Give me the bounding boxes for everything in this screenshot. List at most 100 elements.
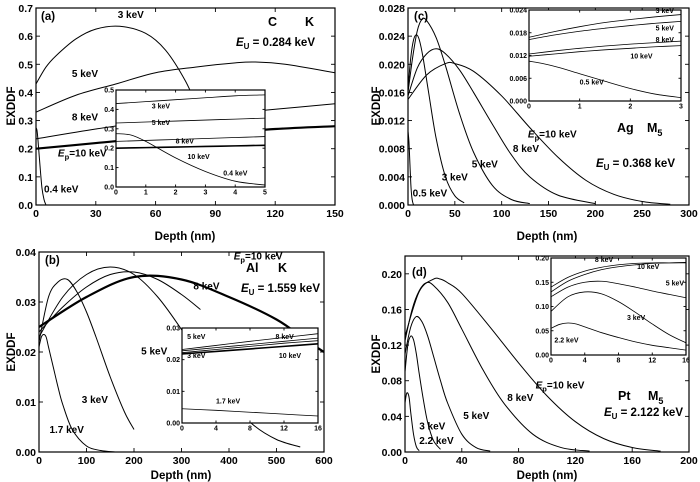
panel-a-inset-xtick-label: 3 <box>203 190 207 197</box>
panel-d-inset-series-2p2-keV <box>551 322 686 351</box>
panel-a-inset-ytick-label: 0.1 <box>104 165 114 172</box>
panel-c-xtick-label: 300 <box>680 208 698 220</box>
panel-b-inset-curve-label: 10 keV <box>279 353 302 360</box>
panel-b-ytick-label: 0.02 <box>16 347 37 359</box>
panel-d-curve-label: Ep=10 keV <box>536 381 585 394</box>
panel-c-inset-series-0p5-keV <box>529 60 681 98</box>
panel-c-xtick-label: 50 <box>449 208 461 220</box>
panel-b-panel-label: (b) <box>45 255 60 267</box>
panel-c-inset-xtick-label: 3 <box>679 104 683 111</box>
panel-d-curve-label: 2.2 keV <box>419 436 454 447</box>
panel-a-series-0p4-keV <box>36 127 47 205</box>
panel-d-inset: 0 4 8 12 16 0.00 0.05 0.10 0.15 0.20 8 keV 10 keV 5 … <box>535 256 690 365</box>
panel-c-ytick-label: 0.012 <box>379 116 405 128</box>
panel-b-binding-energy: EU = 1.559 keV <box>241 283 320 297</box>
panel-a-x-axis-label: Depth (nm) <box>155 231 216 243</box>
panel-c-series-group <box>408 17 671 205</box>
panel-b-inset-series-8-keV <box>182 337 318 352</box>
panel-c-inset-series-5-keV <box>529 20 681 40</box>
panel-a-inset-series-0p4-keV <box>116 133 265 186</box>
panel-a-xtick-label: 90 <box>210 208 222 220</box>
panel-d-inset-series-10-keV <box>551 261 686 293</box>
panel-c-panel-label: (c) <box>414 11 428 23</box>
panel-c-inset-curve-label: 3 keV <box>656 8 675 15</box>
panel-a-inset-curve-label: 8 keV <box>176 138 195 145</box>
panel-d-inset-xtick-label: 0 <box>549 358 553 365</box>
panel-c-ytick-label: 0.004 <box>379 172 405 184</box>
panel-b-inset-xtick-label: 8 <box>248 426 252 433</box>
panel-c-xtick-label: 0 <box>405 208 411 220</box>
panel-c-inset-curve-label: 10 keV <box>630 54 653 61</box>
panel-a-inset-ytick-label: 0.0 <box>104 185 114 192</box>
panel-a-ytick-label: 0.6 <box>18 31 33 43</box>
panel-d-curve-label: 8 keV <box>507 393 533 404</box>
panel-d-inset-series-3-keV <box>551 291 686 344</box>
panel-c-ytick-label: 0.008 <box>379 144 405 156</box>
panel-c-curve-label: 0.5 keV <box>413 189 448 200</box>
panel-c-xtick-label: 150 <box>540 208 558 220</box>
panel-b-series-1p7-keV <box>39 333 116 452</box>
panel-d-title-element: Pt <box>618 389 631 403</box>
panel-b-inset-xtick-label: 4 <box>214 426 218 433</box>
panel-d-inset-curve-label: 8 keV <box>595 257 614 264</box>
panel-c-inset-xtick-label: 1 <box>578 104 582 111</box>
panel-a-curve-label: Ep=10 keV <box>58 149 107 162</box>
panel-a-xtick-label: 60 <box>150 208 162 220</box>
panel-d-binding-energy: EU = 2.122 keV <box>604 407 683 421</box>
panel-c-inset-ytick-label: 0.006 <box>509 76 527 83</box>
panel-b-curve-label: 5 keV <box>141 347 167 358</box>
panel-c-inset-curve-label: 5 keV <box>656 25 675 32</box>
panel-d-inset-ytick-label: 0.10 <box>535 304 549 311</box>
panel-a-inset-xtick-label: 0 <box>114 190 118 197</box>
panel-b-curve-label: 8 keV <box>193 282 219 293</box>
panel-b-curve-label: Ep=10 keV <box>234 252 283 265</box>
panel-d-series-5-keV <box>405 315 491 452</box>
panel-c-series-8-keV <box>408 48 596 205</box>
panel-b-title-line: K <box>278 261 287 275</box>
panel-c-inset-series-3-keV <box>529 14 681 38</box>
panel-b-inset-series-5-keV <box>182 333 318 350</box>
panel-c-inset: 0 1 2 3 0.000 0.006 0.012 0.018 0.024 3 keV 5 keV 8… <box>509 8 683 111</box>
panel-b-curve-label: 3 keV <box>82 395 108 406</box>
panel-d-xtick-label: 200 <box>680 455 698 467</box>
panel-b-inset-ytick-label: 0.03 <box>166 326 180 333</box>
panel-a-ytick-label: 0.0 <box>18 200 33 212</box>
panel-d-inset-curve-label: 10 keV <box>637 264 660 271</box>
panel-b-xtick-label: 500 <box>268 455 286 467</box>
panel-b-series-5-keV <box>39 266 301 448</box>
panel-d-inset-ytick-label: 0.00 <box>535 353 549 360</box>
panel-b-xtick-label: 100 <box>78 455 96 467</box>
panel-a: 0 30 60 90 120 1500.00.10.20.30.40.50.60.7Dep… <box>6 3 344 243</box>
panel-d-inset-curve-label: 3 keV <box>627 315 646 322</box>
panel-c-curve-label: 8 keV <box>513 144 539 155</box>
panel-c-inset-xtick-label: 2 <box>628 104 632 111</box>
panel-c-ytick-label: 0.028 <box>379 3 405 15</box>
panel-a-curve-label: 0.4 keV <box>44 184 79 195</box>
panel-a-inset-xtick-label: 5 <box>263 190 267 197</box>
panel-c-inset-ytick-label: 0.018 <box>509 30 527 37</box>
panel-d-ytick-label: 0.12 <box>382 340 403 352</box>
panel-c-xtick-label: 200 <box>587 208 605 220</box>
panel-b-ytick-label: 0.01 <box>16 397 37 409</box>
panel-d: 0 40 80 120 160 2000.000.040.080.120.160.20De… <box>371 255 698 482</box>
panel-d-curve-label: 3 keV <box>419 422 445 433</box>
panel-a-inset-xtick-label: 1 <box>144 190 148 197</box>
panel-c-inset-curve-label: 0.5 keV <box>580 79 604 86</box>
panel-b-ytick-label: 0.04 <box>16 247 37 259</box>
panel-b-series-8-keV <box>39 271 201 333</box>
panel-b-ytick-label: 0.00 <box>16 447 37 459</box>
panel-b-xtick-label: 200 <box>125 455 143 467</box>
panel-d-inset-ytick-label: 0.15 <box>535 280 549 287</box>
panel-a-inset: 0 1 2 3 4 5 0.0 0.1 0.2 0.3 0.4 0.5 3 keV 5 keV 8 keV 1… <box>104 88 267 197</box>
panel-b: 0 100 200 300 400 500 600 0.00 0.01 0.02 0.03 0.04 D… <box>6 247 333 482</box>
panel-a-xtick-label: 150 <box>326 208 344 220</box>
panel-b-inset-xtick-label: 0 <box>180 426 184 433</box>
panel-c-series-0p5-keV <box>408 131 415 205</box>
panel-c-x-axis-label: Depth (nm) <box>517 231 578 243</box>
panel-d-series-group <box>405 277 661 452</box>
panel-c-curve-label: 3 keV <box>442 172 468 183</box>
panel-b-xtick-label: 0 <box>36 455 42 467</box>
panel-b-inset-xtick-label: 12 <box>280 426 288 433</box>
panel-c-inset-curve-label: 8 keV <box>656 37 675 44</box>
